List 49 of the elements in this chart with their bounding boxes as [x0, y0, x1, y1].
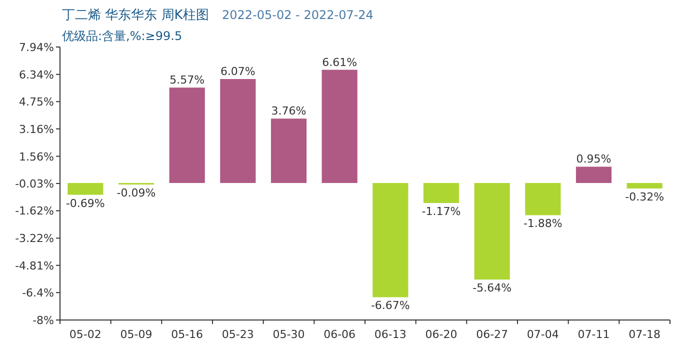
- bar: [576, 166, 612, 183]
- y-tick-label: -8%: [32, 314, 54, 327]
- y-tick-label: -0.03%: [15, 178, 54, 190]
- x-tick-label: 06-06: [324, 328, 356, 341]
- bar: [626, 182, 662, 188]
- x-tick-label: 06-20: [425, 328, 458, 341]
- bar: [270, 118, 307, 183]
- bar: [169, 88, 205, 183]
- y-tick-label: 3.16%: [19, 122, 54, 136]
- y-tick-label: -3.22%: [15, 232, 54, 246]
- x-tick-label: 07-11: [578, 328, 610, 341]
- data-label: -0.32%: [625, 190, 664, 204]
- data-label: -1.88%: [523, 217, 562, 230]
- x-tick-label: 05-23: [222, 328, 254, 341]
- x-tick-label: 07-18: [628, 328, 661, 341]
- data-label: 6.07%: [220, 65, 256, 78]
- text: 2022-05-02 - 2022-07-24: [222, 8, 374, 22]
- y-tick-label: 1.56%: [19, 150, 54, 164]
- data-label: 3.76%: [271, 104, 306, 118]
- y-tick-label: -1.62%: [15, 204, 54, 218]
- data-label: -1.17%: [422, 205, 461, 218]
- x-tick-label: 06-27: [476, 328, 508, 341]
- data-label: -0.69%: [66, 196, 105, 210]
- x-tick-label: 05-09: [120, 328, 152, 341]
- data-label: 0.95%: [576, 152, 612, 166]
- bar: [423, 182, 460, 204]
- data-label: -6.67%: [370, 299, 410, 312]
- bar: [372, 182, 408, 298]
- x-tick-label: 05-16: [171, 328, 204, 341]
- y-tick-label: -6.4%: [22, 286, 54, 300]
- bar: [322, 70, 358, 183]
- y-tick-label: 7.94%: [19, 41, 54, 54]
- x-tick-label: 07-04: [526, 328, 559, 341]
- bar: [474, 182, 510, 280]
- y-tick-label: 6.34%: [19, 68, 54, 82]
- data-label: 6.61%: [322, 56, 358, 69]
- data-label: 5.57%: [170, 74, 205, 87]
- bar: [68, 182, 104, 195]
- x-tick-label: 05-02: [69, 328, 102, 341]
- bar: [220, 79, 256, 183]
- data-label: -5.64%: [472, 282, 512, 295]
- y-tick-label: -4.81%: [15, 259, 54, 272]
- chart-title: 丁二烯 华东华东 周K柱图: [62, 8, 209, 23]
- data-label: -0.09%: [116, 186, 156, 200]
- chart-subtitle: 优级品:含量,%:≥99.5: [62, 29, 182, 43]
- y-tick-label: 4.75%: [19, 96, 54, 109]
- x-tick-label: 06-13: [374, 328, 406, 341]
- x-tick-label: 05-30: [272, 328, 305, 341]
- bar: [525, 182, 561, 216]
